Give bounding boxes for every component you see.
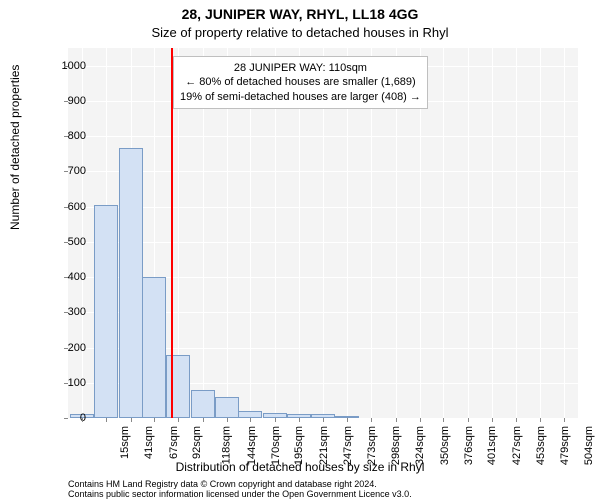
- x-tick-mark: [468, 418, 469, 422]
- chart-container: 28, JUNIPER WAY, RHYL, LL18 4GG Size of …: [0, 0, 600, 500]
- histogram-bar: [119, 148, 143, 418]
- y-tick-label: 900: [36, 95, 86, 107]
- histogram-bar: [94, 205, 118, 418]
- histogram-bar: [142, 277, 166, 418]
- plot-area: 28 JUNIPER WAY: 110sqm ← 80% of detached…: [68, 48, 578, 418]
- y-tick-mark: [64, 171, 68, 172]
- annotation-line1: 28 JUNIPER WAY: 110sqm: [180, 61, 421, 75]
- chart-title-main: 28, JUNIPER WAY, RHYL, LL18 4GG: [0, 6, 600, 22]
- y-tick-label: 200: [36, 342, 86, 354]
- y-axis-label: Number of detached properties: [8, 65, 22, 230]
- x-tick-mark: [540, 418, 541, 422]
- chart-title-sub: Size of property relative to detached ho…: [0, 25, 600, 40]
- gridline-v: [540, 48, 541, 418]
- gridline-v: [492, 48, 493, 418]
- x-tick-mark: [323, 418, 324, 422]
- annotation-line2: ← 80% of detached houses are smaller (1,…: [180, 75, 421, 89]
- y-tick-mark: [64, 242, 68, 243]
- footer-attribution: Contains HM Land Registry data © Crown c…: [68, 480, 412, 500]
- y-tick-mark: [64, 66, 68, 67]
- y-tick-label: 1000: [36, 60, 86, 72]
- x-tick-label: 15sqm: [119, 426, 131, 459]
- x-tick-label: 41sqm: [143, 426, 155, 459]
- x-tick-label: 118sqm: [221, 426, 233, 464]
- x-tick-mark: [443, 418, 444, 422]
- x-tick-mark: [371, 418, 372, 422]
- x-tick-label: 67sqm: [168, 426, 180, 459]
- y-tick-label: 100: [36, 377, 86, 389]
- y-tick-label: 0: [36, 412, 86, 424]
- x-tick-mark: [516, 418, 517, 422]
- x-tick-mark: [154, 418, 155, 422]
- footer-line2: Contains public sector information licen…: [68, 490, 412, 500]
- gridline-v: [516, 48, 517, 418]
- gridline-v: [468, 48, 469, 418]
- x-tick-mark: [82, 418, 83, 422]
- x-tick-mark: [420, 418, 421, 422]
- x-tick-mark: [178, 418, 179, 422]
- x-axis-label: Distribution of detached houses by size …: [0, 460, 600, 474]
- y-tick-label: 400: [36, 271, 86, 283]
- x-tick-mark: [564, 418, 565, 422]
- y-tick-mark: [64, 207, 68, 208]
- gridline-v: [443, 48, 444, 418]
- y-tick-label: 700: [36, 165, 86, 177]
- x-tick-mark: [227, 418, 228, 422]
- y-tick-mark: [64, 312, 68, 313]
- x-tick-mark: [396, 418, 397, 422]
- y-tick-mark: [64, 348, 68, 349]
- x-tick-label: 92sqm: [191, 426, 203, 459]
- y-tick-label: 800: [36, 130, 86, 142]
- x-tick-mark: [275, 418, 276, 422]
- y-tick-mark: [64, 136, 68, 137]
- annotation-box: 28 JUNIPER WAY: 110sqm ← 80% of detached…: [173, 56, 428, 109]
- y-tick-label: 500: [36, 236, 86, 248]
- gridline-v: [564, 48, 565, 418]
- x-tick-mark: [106, 418, 107, 422]
- y-tick-mark: [64, 277, 68, 278]
- histogram-bar: [215, 397, 239, 418]
- y-tick-label: 600: [36, 201, 86, 213]
- x-tick-mark: [131, 418, 132, 422]
- y-tick-label: 300: [36, 306, 86, 318]
- x-tick-mark: [492, 418, 493, 422]
- histogram-bar: [238, 411, 262, 418]
- histogram-bar: [191, 390, 215, 418]
- y-tick-mark: [64, 383, 68, 384]
- annotation-line3: 19% of semi-detached houses are larger (…: [180, 90, 421, 104]
- x-tick-mark: [203, 418, 204, 422]
- x-tick-mark: [250, 418, 251, 422]
- y-tick-mark: [64, 418, 68, 419]
- x-tick-mark: [347, 418, 348, 422]
- y-tick-mark: [64, 101, 68, 102]
- x-tick-mark: [299, 418, 300, 422]
